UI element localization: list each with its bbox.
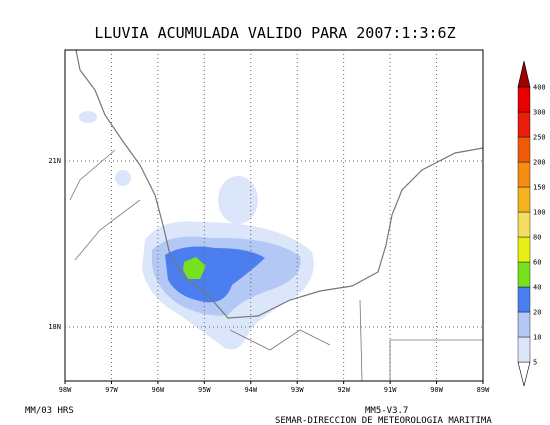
colorbar-segment (517, 86, 531, 113)
colorbar-label: 60 (533, 259, 541, 267)
lon-label: 94W (244, 386, 257, 394)
colorbar-segment (517, 336, 531, 363)
colorbar-segment (517, 136, 531, 163)
lon-label: 91W (384, 386, 397, 394)
coast-line (75, 49, 484, 319)
rain-area (218, 176, 258, 224)
lon-label: 90W (430, 386, 443, 394)
colorbar-high (517, 60, 531, 88)
colorbar-label: 40 (533, 284, 541, 292)
lon-label: 89W (477, 386, 490, 394)
lat-label: 18N (48, 323, 61, 331)
colorbar-segment (517, 161, 531, 188)
colorbar-segment (517, 311, 531, 338)
border-line (69, 149, 483, 382)
colorbar-label: 20 (533, 309, 541, 317)
colorbar-label: 100 (533, 209, 546, 217)
lon-label: 93W (291, 386, 304, 394)
footer-left: MM/03 HRS (25, 406, 74, 416)
colorbar-low (517, 361, 531, 387)
precipitation (79, 111, 314, 350)
lon-label: 98W (59, 386, 72, 394)
rain-area (115, 170, 131, 186)
colorbar-label: 5 (533, 359, 537, 367)
coastline (69, 49, 484, 382)
colorbar-segment (517, 236, 531, 263)
rain-area (79, 111, 97, 123)
rain-area (183, 257, 206, 279)
lon-label: 95W (198, 386, 211, 394)
colorbar-label: 250 (533, 134, 546, 142)
colorbar-segment (517, 286, 531, 313)
footer-agency: SEMAR-DIRECCION DE METEOROLOGIA MARITIMA (275, 416, 492, 425)
lat-label: 21N (48, 157, 61, 165)
colorbar-label: 150 (533, 184, 546, 192)
colorbar-label: 80 (533, 234, 541, 242)
map-title: LLUVIA ACUMULADA VALIDO PARA 2007:1:3:6Z (94, 24, 455, 42)
lon-label: 92W (337, 386, 350, 394)
colorbar-label: 200 (533, 159, 546, 167)
graticule (64, 50, 484, 384)
colorbar-segment (517, 261, 531, 288)
lon-label: 97W (105, 386, 118, 394)
colorbar-segment (517, 111, 531, 138)
colorbar-label: 300 (533, 109, 546, 117)
colorbar-segment (517, 186, 531, 213)
lon-label: 96W (152, 386, 165, 394)
colorbar-segment (517, 211, 531, 238)
footer-model: MM5-V3.7 (365, 406, 408, 416)
map-frame (64, 49, 484, 382)
colorbar-label: 10 (533, 334, 541, 342)
colorbar-label: 400 (533, 84, 546, 92)
